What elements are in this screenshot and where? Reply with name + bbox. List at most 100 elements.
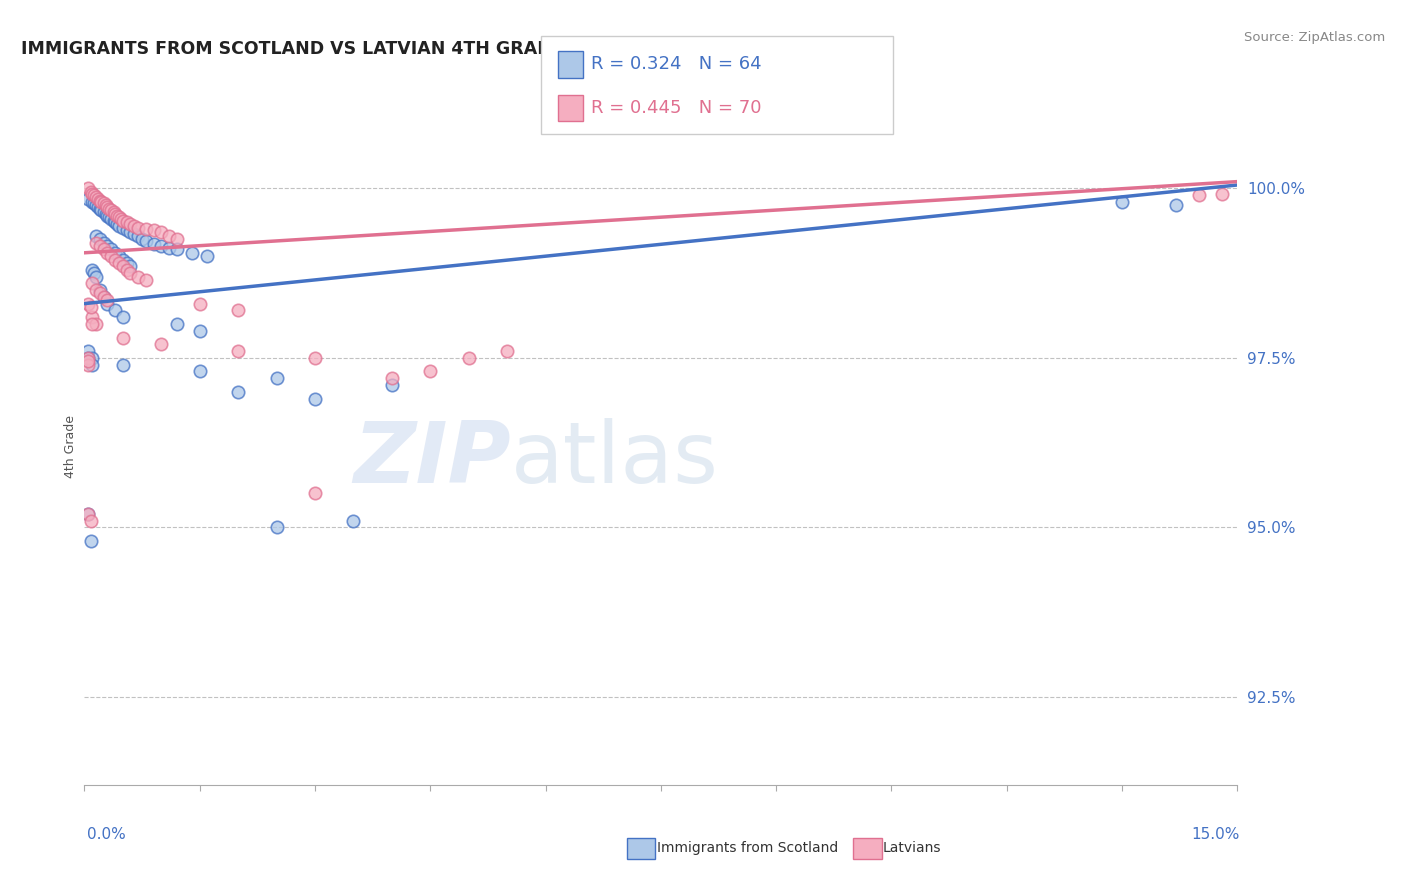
Point: [89, 232, 111, 246]
Point: [80, 317, 103, 331]
Point: [419, 364, 441, 378]
Point: [77, 507, 100, 521]
Point: [100, 243, 122, 257]
Text: ZIP: ZIP: [353, 418, 510, 501]
Point: [115, 223, 138, 237]
Point: [93, 290, 115, 304]
Point: [103, 205, 125, 219]
Point: [127, 228, 149, 243]
Point: [96, 245, 118, 260]
Point: [84, 235, 107, 250]
Point: [100, 249, 122, 263]
Point: [226, 344, 249, 359]
Point: [111, 220, 134, 235]
Point: [79, 185, 101, 199]
Point: [108, 219, 131, 233]
Point: [96, 209, 118, 223]
Point: [80, 351, 103, 365]
Point: [93, 290, 115, 304]
Point: [104, 252, 127, 267]
Point: [104, 215, 127, 229]
Point: [124, 227, 146, 242]
Point: [77, 358, 100, 372]
Point: [83, 196, 105, 211]
Point: [111, 358, 134, 372]
Point: [100, 211, 122, 226]
Point: [83, 188, 105, 202]
Point: [304, 392, 326, 406]
Point: [115, 215, 138, 229]
Point: [166, 232, 188, 246]
Point: [96, 200, 118, 214]
Point: [304, 486, 326, 500]
Point: [266, 520, 288, 534]
Point: [120, 266, 142, 280]
Point: [342, 514, 364, 528]
Point: [93, 243, 115, 257]
Point: [120, 217, 142, 231]
Point: [111, 214, 134, 228]
Point: [110, 211, 132, 226]
Point: [105, 217, 128, 231]
Text: Latvians: Latvians: [883, 841, 942, 855]
Point: [77, 351, 100, 365]
Point: [77, 354, 100, 368]
Point: [111, 310, 134, 325]
Point: [90, 194, 112, 209]
Point: [104, 207, 127, 221]
Point: [104, 245, 127, 260]
Point: [111, 252, 134, 267]
Point: [77, 296, 100, 310]
Point: [127, 269, 149, 284]
Point: [111, 260, 134, 274]
Point: [496, 344, 519, 359]
Point: [79, 300, 101, 314]
Point: [157, 228, 180, 243]
Point: [131, 232, 153, 246]
Point: [89, 239, 111, 253]
Point: [87, 192, 110, 206]
Point: [89, 194, 111, 208]
Point: [89, 286, 111, 301]
Point: [84, 189, 107, 203]
Point: [188, 296, 211, 310]
Point: [1188, 188, 1211, 202]
Point: [96, 296, 118, 310]
Point: [142, 223, 165, 237]
Point: [94, 207, 117, 221]
Point: [1164, 198, 1187, 212]
Point: [120, 260, 142, 274]
Text: Source: ZipAtlas.com: Source: ZipAtlas.com: [1244, 31, 1385, 45]
Point: [89, 283, 111, 297]
Point: [115, 262, 138, 277]
Point: [84, 228, 107, 243]
Point: [457, 351, 479, 365]
Point: [150, 239, 173, 253]
Point: [90, 203, 112, 218]
Point: [226, 303, 249, 318]
Point: [188, 364, 211, 378]
Point: [96, 239, 118, 253]
Point: [87, 200, 110, 214]
Point: [84, 269, 107, 284]
Point: [150, 337, 173, 351]
Point: [93, 196, 115, 211]
Point: [77, 351, 100, 365]
Point: [89, 202, 111, 216]
Point: [79, 533, 101, 548]
Point: [108, 256, 131, 270]
Point: [188, 324, 211, 338]
Point: [108, 249, 131, 263]
Point: [84, 283, 107, 297]
Point: [135, 234, 157, 248]
Point: [108, 210, 131, 224]
Text: atlas: atlas: [510, 418, 718, 501]
Point: [100, 203, 122, 218]
Point: [84, 198, 107, 212]
Text: R = 0.445   N = 70: R = 0.445 N = 70: [591, 99, 761, 117]
Point: [135, 222, 157, 236]
Text: 0.0%: 0.0%: [87, 827, 127, 841]
Point: [104, 303, 127, 318]
Point: [79, 514, 101, 528]
Point: [93, 205, 115, 219]
